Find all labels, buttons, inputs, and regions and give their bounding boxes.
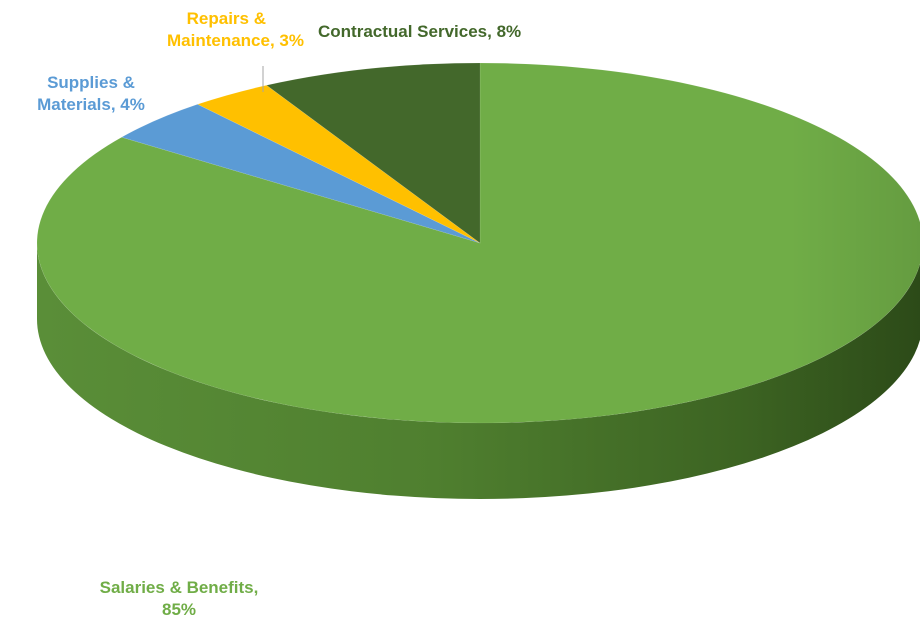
salaries-label: Salaries & Benefits, 85% — [48, 577, 310, 621]
contractual-label: Contractual Services, 8% — [318, 22, 522, 41]
pie-top-shading — [37, 63, 920, 423]
supplies-label: Supplies & Materials, 4% — [0, 72, 182, 116]
repairs-label: Repairs & Maintenance, 3% — [132, 8, 304, 52]
repairs-label-line2: Maintenance, 3% — [167, 31, 304, 50]
salaries-label-line1: Salaries & Benefits, — [99, 578, 259, 597]
supplies-label-line2: Materials, 4% — [37, 95, 145, 114]
salaries-label-line2: 85% — [161, 600, 197, 619]
repairs-label-line1: Repairs & — [186, 9, 266, 28]
supplies-label-line1: Supplies & — [47, 73, 135, 92]
pie-side-salaries-benefits — [37, 243, 920, 499]
